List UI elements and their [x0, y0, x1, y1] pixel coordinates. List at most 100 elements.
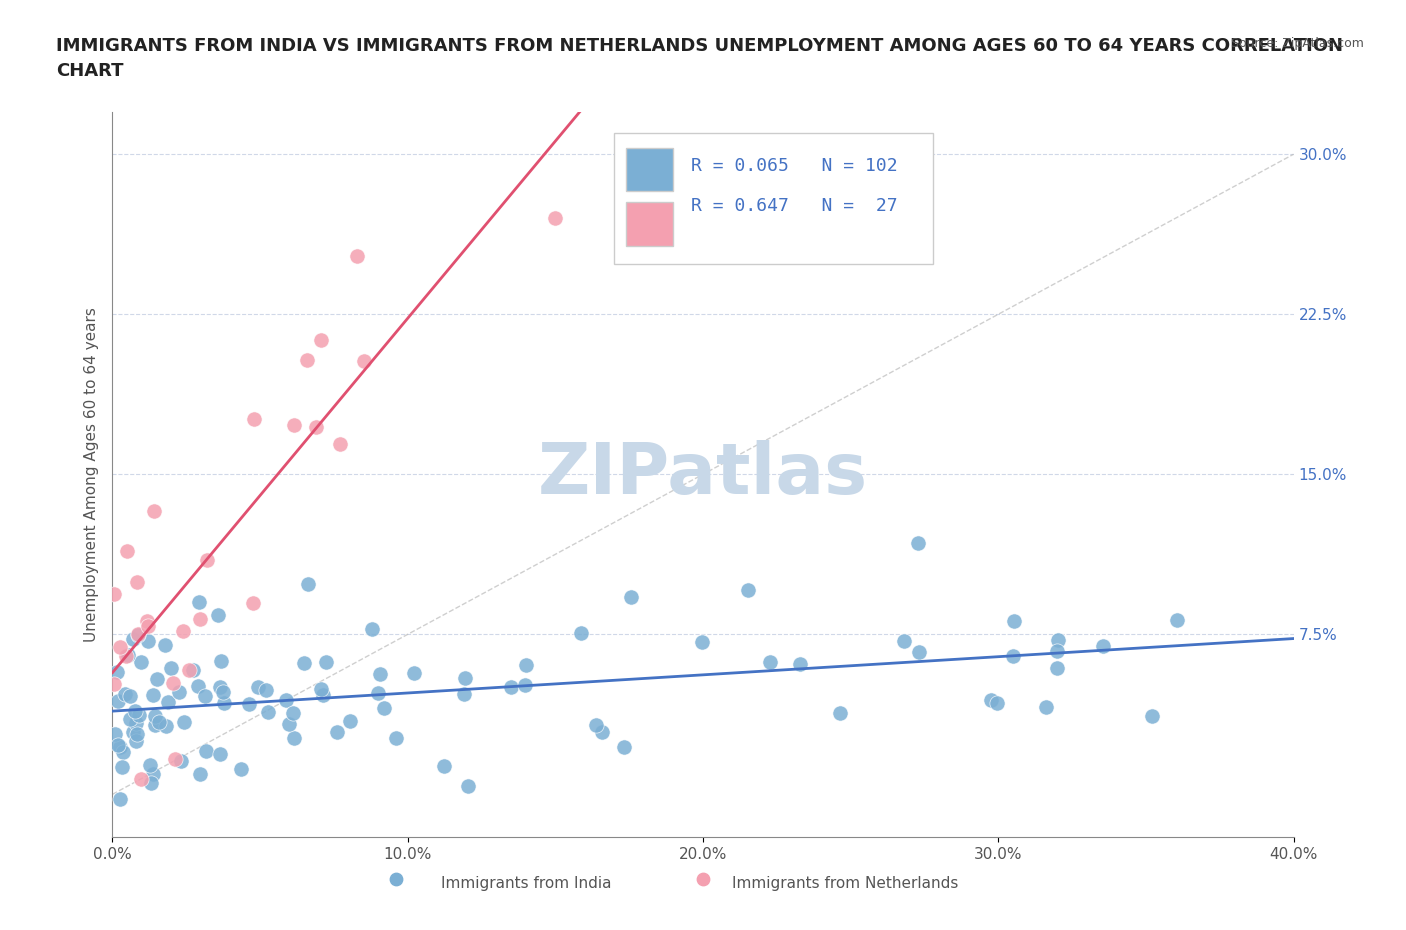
Point	[283, 418, 305, 432]
Point	[297, 577, 319, 591]
Text: IMMIGRANTS FROM INDIA VS IMMIGRANTS FROM NETHERLANDS UNEMPLOYMENT AMONG AGES 60 : IMMIGRANTS FROM INDIA VS IMMIGRANTS FROM…	[56, 37, 1343, 80]
Point	[177, 662, 200, 677]
Point	[810, 910, 832, 925]
Point	[194, 688, 217, 703]
Point	[209, 680, 232, 695]
Point	[117, 647, 139, 662]
Point	[515, 658, 537, 673]
Text: R = 0.647   N =  27: R = 0.647 N = 27	[692, 197, 898, 215]
Point	[145, 709, 167, 724]
Point	[190, 612, 212, 627]
Point	[325, 724, 347, 739]
Point	[121, 724, 143, 739]
Point	[367, 685, 389, 700]
Point	[207, 608, 229, 623]
Point	[1002, 648, 1025, 663]
Point	[690, 635, 713, 650]
Point	[980, 692, 1002, 707]
Point	[111, 759, 134, 774]
Point	[276, 693, 298, 708]
Point	[115, 648, 138, 663]
Point	[194, 744, 217, 759]
Point	[129, 655, 152, 670]
Point	[585, 717, 607, 732]
Point	[120, 711, 142, 726]
Point	[156, 695, 179, 710]
Point	[124, 704, 146, 719]
Y-axis label: Unemployment Among Ages 60 to 64 years: Unemployment Among Ages 60 to 64 years	[83, 307, 98, 642]
Point	[120, 688, 142, 703]
Point	[1140, 709, 1163, 724]
Point	[125, 734, 148, 749]
Point	[908, 644, 931, 659]
Point	[292, 656, 315, 671]
Point	[360, 621, 382, 636]
Point	[309, 681, 332, 696]
Point	[1091, 639, 1114, 654]
Point	[544, 211, 567, 226]
Point	[142, 504, 165, 519]
Point	[209, 654, 232, 669]
Text: Immigrants from Netherlands: Immigrants from Netherlands	[731, 876, 957, 891]
Point	[1046, 644, 1069, 658]
Point	[108, 640, 131, 655]
Point	[907, 536, 929, 551]
Text: Source: ZipAtlas.com: Source: ZipAtlas.com	[1230, 37, 1364, 50]
Point	[238, 697, 260, 711]
Point	[104, 726, 127, 741]
Point	[1035, 699, 1057, 714]
Point	[188, 594, 211, 609]
Point	[125, 574, 148, 589]
Point	[141, 776, 163, 790]
Point	[619, 590, 641, 604]
Point	[139, 758, 162, 773]
Point	[368, 667, 391, 682]
Point	[329, 436, 352, 451]
Point	[136, 634, 159, 649]
Point	[112, 744, 135, 759]
Point	[121, 631, 143, 646]
Point	[170, 753, 193, 768]
Point	[454, 671, 477, 686]
Point	[188, 766, 211, 781]
Point	[128, 708, 150, 723]
Point	[346, 248, 368, 263]
Point	[281, 706, 304, 721]
Point	[789, 657, 811, 671]
Point	[187, 679, 209, 694]
Point	[162, 675, 184, 690]
Point	[135, 614, 157, 629]
Point	[986, 696, 1008, 711]
Point	[229, 762, 252, 777]
Point	[737, 583, 759, 598]
Point	[402, 665, 425, 680]
Point	[339, 714, 361, 729]
Point	[195, 552, 218, 567]
Point	[153, 638, 176, 653]
Point	[169, 684, 191, 699]
Point	[257, 705, 280, 720]
Point	[613, 739, 636, 754]
Point	[453, 686, 475, 701]
Point	[246, 679, 269, 694]
Point	[295, 352, 318, 367]
Point	[304, 419, 326, 434]
Point	[1166, 613, 1188, 628]
Point	[243, 412, 266, 427]
Point	[105, 664, 128, 679]
Point	[127, 628, 149, 643]
Point	[181, 662, 204, 677]
Point	[159, 660, 181, 675]
Point	[513, 677, 536, 692]
Point	[433, 759, 456, 774]
Point	[1002, 614, 1025, 629]
Point	[103, 587, 125, 602]
Point	[127, 627, 149, 642]
Point	[172, 624, 194, 639]
Point	[129, 772, 152, 787]
Point	[315, 655, 337, 670]
Point	[115, 543, 138, 558]
Point	[457, 778, 479, 793]
Point	[309, 332, 332, 347]
Point	[173, 714, 195, 729]
